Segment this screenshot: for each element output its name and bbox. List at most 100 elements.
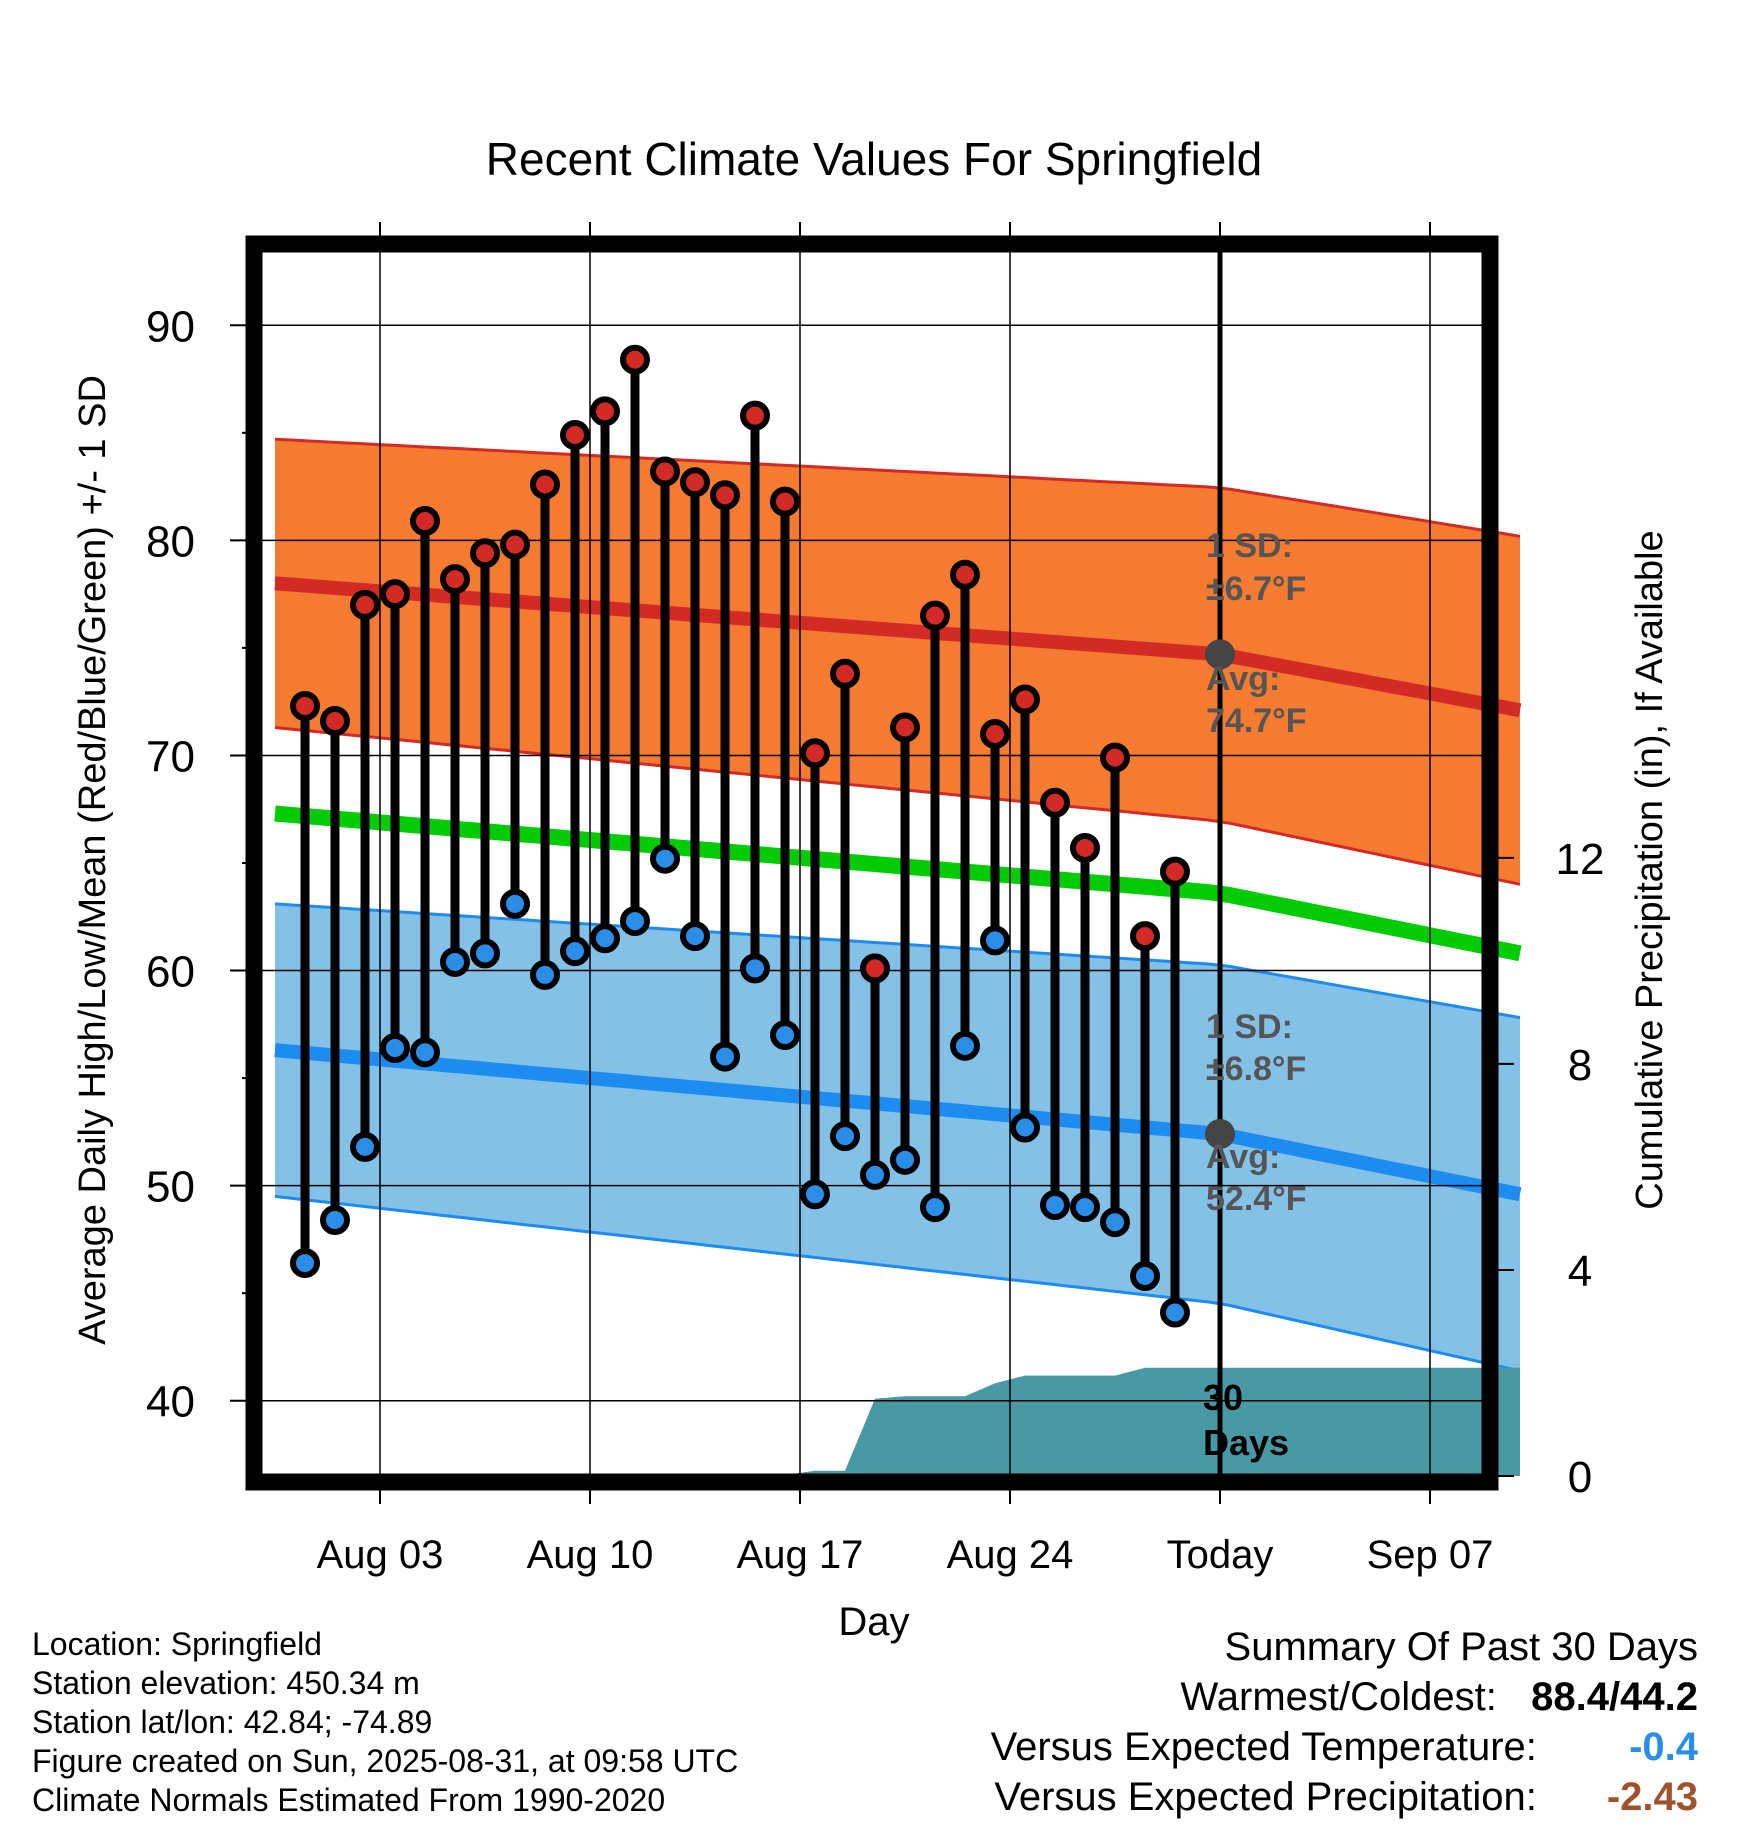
daily-high-point — [620, 344, 650, 375]
summary-precip: Versus Expected Precipitation: -2.43 — [991, 1772, 1698, 1822]
daily-high-point — [1010, 684, 1040, 715]
today-normal-low-point — [1205, 1119, 1235, 1150]
y2-tick-label: 4 — [1568, 1247, 1592, 1296]
x-tick-label: Sep 07 — [1367, 1533, 1494, 1577]
daily-low-point — [1160, 1297, 1190, 1328]
y-tick-label: 90 — [146, 302, 195, 351]
latlon-text: Station lat/lon: 42.84; -74.89 — [32, 1704, 433, 1740]
y2-tick-label: 0 — [1568, 1453, 1592, 1502]
daily-high-point — [590, 396, 620, 427]
y-tick-label: 80 — [146, 517, 195, 566]
daily-high-point — [920, 600, 950, 631]
high-avg-label: Avg: — [1206, 660, 1280, 698]
low-avg-value: 52.4°F — [1206, 1180, 1307, 1218]
daily-high-point — [530, 469, 560, 500]
daily-low-point — [590, 923, 620, 954]
daily-high-point — [650, 456, 680, 487]
days-annotation: 30 Days — [1203, 1377, 1289, 1463]
x-tick-label: Today — [1167, 1533, 1274, 1577]
x-tick-label: Aug 17 — [737, 1533, 864, 1577]
high-sd-label: 1 SD: — [1206, 527, 1293, 565]
daily-low-point — [470, 938, 500, 969]
summary-warmest-coldest: Warmest/Coldest: 88.4/44.2 — [991, 1672, 1699, 1722]
days-label: Days — [1203, 1422, 1289, 1463]
daily-low-point — [740, 953, 770, 984]
y-tick-label: 60 — [146, 948, 195, 997]
daily-high-point — [950, 559, 980, 590]
daily-low-point — [680, 921, 710, 952]
precip-label: Versus Expected Precipitation: — [994, 1775, 1537, 1819]
daily-high-point — [440, 564, 470, 595]
daily-low-point — [710, 1041, 740, 1072]
temp-label: Versus Expected Temperature: — [990, 1725, 1537, 1769]
low-annotation: 1 SD: ±6.8°F Avg: 52.4°F — [1206, 1008, 1307, 1218]
daily-high-point — [350, 589, 380, 620]
daily-high-point — [290, 690, 320, 721]
precip-value: -2.43 — [1606, 1775, 1698, 1819]
daily-high-point — [770, 486, 800, 517]
low-sd-label: 1 SD: — [1206, 1008, 1293, 1046]
daily-low-point — [440, 946, 470, 977]
daily-low-point — [1040, 1189, 1070, 1220]
y2-tick-label: 8 — [1568, 1041, 1592, 1090]
daily-high-point — [740, 400, 770, 431]
normals-text: Climate Normals Estimated From 1990-2020 — [32, 1782, 666, 1818]
low-sd-band — [275, 903, 1520, 1371]
created-text: Figure created on Sun, 2025-08-31, at 09… — [32, 1743, 739, 1779]
summary-panel: Summary Of Past 30 Days Warmest/Coldest:… — [991, 1622, 1698, 1822]
daily-high-point — [380, 579, 410, 610]
daily-low-point — [1070, 1192, 1100, 1223]
days-count: 30 — [1203, 1377, 1243, 1418]
temp-value: -0.4 — [1629, 1725, 1698, 1769]
daily-low-point — [320, 1205, 350, 1236]
daily-low-point — [1100, 1207, 1130, 1238]
daily-low-point — [350, 1131, 380, 1162]
today-normal-high-point — [1205, 639, 1235, 670]
x-axis-label: Day — [838, 1600, 909, 1644]
low-sd-value: ±6.8°F — [1206, 1050, 1306, 1088]
daily-low-point — [1130, 1260, 1160, 1291]
daily-high-point — [860, 953, 890, 984]
daily-low-point — [650, 843, 680, 874]
daily-high-point — [320, 706, 350, 737]
elevation-text: Station elevation: 450.34 m — [32, 1665, 420, 1701]
y-axis-label: Average Daily High/Low/Mean (Red/Blue/Gr… — [72, 375, 114, 1345]
daily-high-point — [1040, 787, 1070, 818]
high-avg-value: 74.7°F — [1206, 702, 1307, 740]
y-tick-label: 50 — [146, 1163, 195, 1212]
daily-high-point — [710, 480, 740, 511]
daily-low-point — [1010, 1112, 1040, 1143]
summary-temp: Versus Expected Temperature: -0.4 — [991, 1722, 1698, 1772]
daily-high-point — [1100, 742, 1130, 773]
daily-low-point — [620, 906, 650, 937]
chart-marks — [290, 344, 1190, 1328]
daily-high-point — [980, 718, 1010, 749]
high-sd-band — [275, 439, 1520, 885]
daily-high-point — [1160, 856, 1190, 887]
x-tick-label: Aug 24 — [947, 1533, 1074, 1577]
y-tick-label: 70 — [146, 732, 195, 781]
daily-low-point — [380, 1032, 410, 1063]
daily-high-point — [890, 712, 920, 743]
chart-title: Recent Climate Values For Springfield — [486, 133, 1262, 185]
summary-title: Summary Of Past 30 Days — [1224, 1625, 1698, 1669]
daily-high-point — [1130, 921, 1160, 952]
low-sd-band-lower-edge — [274, 1194, 1521, 1373]
daily-low-point — [950, 1030, 980, 1061]
daily-high-point — [1070, 832, 1100, 863]
daily-high-point — [830, 658, 860, 689]
high-sd-value: ±6.7°F — [1206, 570, 1306, 608]
daily-high-point — [410, 506, 440, 537]
low-avg-label: Avg: — [1206, 1138, 1280, 1176]
high-annotation: 1 SD: ±6.7°F Avg: 74.7°F — [1206, 527, 1307, 740]
y2-tick-label: 12 — [1556, 835, 1605, 884]
x-tick-label: Aug 10 — [527, 1533, 654, 1577]
daily-high-point — [560, 419, 590, 450]
daily-low-point — [560, 936, 590, 967]
axes: 40 50 60 70 80 90 0 4 8 12 Aug 03 Aug 10 Aug 17 Aug 2… — [146, 222, 1604, 1577]
daily-low-point — [890, 1144, 920, 1175]
warmest-coldest-label: Warmest/Coldest: — [1180, 1675, 1497, 1719]
normal-low-line — [274, 1043, 1522, 1202]
daily-high-point — [800, 738, 830, 769]
